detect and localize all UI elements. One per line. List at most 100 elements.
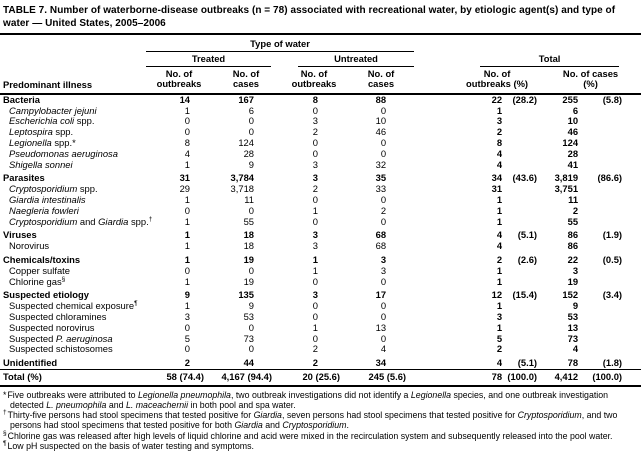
spacer-cell	[414, 184, 440, 195]
table-row: Giardia intestinalis 1 11 0 0 1 11	[0, 193, 641, 206]
type-of-water-label: Type of water	[146, 35, 415, 52]
cell-total-outbreaks: 78	[440, 368, 505, 387]
cell-treated-cases: 135	[238, 289, 254, 301]
cell-untreated-cases: 245 (5.6)	[348, 368, 415, 387]
spacer-cell	[414, 217, 440, 228]
footnote-text: Low pH suspected on the basis of water t…	[7, 440, 254, 451]
cell-treated-cases: 0	[248, 115, 254, 127]
illness-label: Legionella spp.*	[9, 137, 76, 148]
cell-treated-cases: 55	[243, 215, 254, 227]
illness-label: Suspected P. aeruginosa	[9, 332, 113, 344]
cell-total-cases-pct	[580, 160, 641, 171]
illness-label: Suspected chloramines	[9, 310, 107, 322]
illness-label: Unidentified	[3, 357, 58, 369]
cell-treated-outbreaks: 29	[179, 183, 190, 195]
header-spacer	[414, 35, 440, 52]
cell-treated-outbreaks: 1	[184, 275, 190, 287]
illness-label: Norovirus	[9, 240, 50, 252]
cell-total-outbreaks-pct	[504, 344, 540, 355]
cell-total-outbreaks-pct	[504, 149, 540, 160]
illness-label: Suspected schistosomes	[9, 343, 113, 355]
cell-treated-cases: 9	[248, 300, 254, 312]
cell-treated-outbreaks: 31	[179, 172, 190, 184]
cell-total-cases-pct	[580, 241, 641, 252]
header-treated: Treated	[146, 52, 280, 67]
header-empty-cell	[0, 35, 146, 52]
cell-total-cases-pct	[580, 344, 641, 355]
cell-treated-cases: 19	[243, 275, 254, 287]
cell-treated-outbreaks: 8	[184, 137, 190, 148]
cell-treated-cases: 53	[243, 310, 254, 322]
cell-total-outbreaks-pct	[504, 217, 540, 228]
cell-treated-cases: 167	[238, 93, 254, 105]
cell-treated-outbreaks: 0	[184, 321, 190, 333]
spacer-cell	[414, 127, 440, 138]
cell-untreated-cases: 0	[380, 310, 387, 322]
cell-total-cases: 3,819	[554, 172, 579, 184]
table-row: Total (%) 58 (74.4) 4,167 (94.4) 20 (25.6) 2…	[0, 368, 641, 387]
spacer-cell	[414, 149, 440, 160]
footnote-text: Chlorine gas was released after high lev…	[7, 430, 613, 441]
header-row-subcolumns: Predominant illness No. of outbreaks No.…	[0, 67, 641, 95]
table-row: Campylobacter jejuni 1 6 0 0 1 6	[0, 104, 641, 117]
cell-total-outbreaks: 8	[496, 137, 503, 148]
cell-untreated-outbreaks: 3	[312, 229, 318, 241]
cell-untreated-cases: 2	[380, 204, 387, 216]
cell-total-cases: 124	[562, 137, 579, 148]
cell-untreated-outbreaks: 0	[312, 215, 318, 227]
cell-treated-outbreaks: 1	[184, 240, 190, 252]
cell-treated-cases: 9	[248, 158, 254, 170]
cell-total-cases: 46	[567, 126, 579, 138]
cell-untreated-outbreaks: 0	[312, 310, 318, 322]
cell-total-outbreaks-pct	[504, 312, 540, 323]
cell-total-cases-pct: (1.9)	[602, 229, 623, 241]
table-row: Legionella spp.* 8 124 0 0 8 124	[0, 137, 641, 149]
cell-untreated-outbreaks: 3	[312, 172, 318, 184]
cell-total-cases-pct	[580, 277, 641, 288]
illness-label: Suspected norovirus	[9, 321, 95, 333]
table-row: Bacteria 14 167 8 88 22 (28.2) 255 (5.8)	[0, 94, 641, 106]
cell-untreated-outbreaks: 3	[312, 158, 318, 170]
header-spacer	[414, 52, 440, 67]
cell-untreated-outbreaks: 0	[312, 300, 318, 312]
cell-total-cases: 4,412	[540, 368, 581, 387]
illness-label: Total (%)	[0, 368, 146, 387]
cell-treated-cases: 6	[248, 104, 254, 116]
cell-untreated-cases: 0	[380, 104, 387, 116]
cell-total-cases-pct	[580, 217, 641, 228]
table-body: Bacteria 14 167 8 88 22 (28.2) 255 (5.8) Campylob…	[0, 94, 641, 387]
cell-untreated-cases: 3	[380, 253, 387, 265]
cell-untreated-outbreaks: 2	[312, 126, 318, 138]
cell-total-outbreaks-pct	[504, 138, 540, 149]
spacer-cell	[414, 266, 440, 277]
illness-label: Viruses	[3, 229, 37, 241]
cell-treated-outbreaks: 14	[179, 93, 190, 105]
table-row: Leptospira spp. 0 0 2 46 2 46	[0, 126, 641, 138]
cell-untreated-cases: 0	[380, 275, 387, 287]
cell-total-cases-pct	[580, 116, 641, 127]
spacer-cell	[414, 94, 440, 106]
cell-total-outbreaks: 1	[496, 275, 503, 287]
cell-total-outbreaks-pct	[504, 195, 540, 206]
spacer-cell	[414, 277, 440, 288]
illness-label: Cryptosporidium and Giardia spp.†	[9, 215, 153, 227]
cell-treated-cases: 11	[244, 193, 254, 205]
cell-total-outbreaks: 31	[491, 183, 503, 195]
cell-treated-cases: 0	[248, 321, 254, 333]
table-row: Suspected chemical exposure¶ 1 9 0 0 1 9	[0, 300, 641, 312]
spacer-cell	[414, 312, 440, 323]
header-total: Total	[440, 52, 641, 67]
illness-label: Parasites	[3, 172, 45, 184]
cell-untreated-cases: 46	[375, 126, 387, 138]
cell-treated-outbreaks: 1	[184, 104, 190, 116]
cell-treated-cases: 4,167 (94.4)	[212, 368, 280, 387]
cell-total-outbreaks-pct: (2.6)	[517, 253, 538, 265]
cell-total-outbreaks: 22	[491, 93, 503, 105]
cell-total-cases-pct: (0.5)	[602, 253, 623, 265]
cell-total-cases-pct	[580, 106, 641, 117]
spacer-cell	[414, 334, 440, 345]
spacer-cell	[414, 160, 440, 171]
cell-total-outbreaks: 2	[496, 343, 503, 355]
cell-total-outbreaks-pct	[504, 241, 540, 252]
cell-total-cases: 53	[567, 310, 579, 322]
